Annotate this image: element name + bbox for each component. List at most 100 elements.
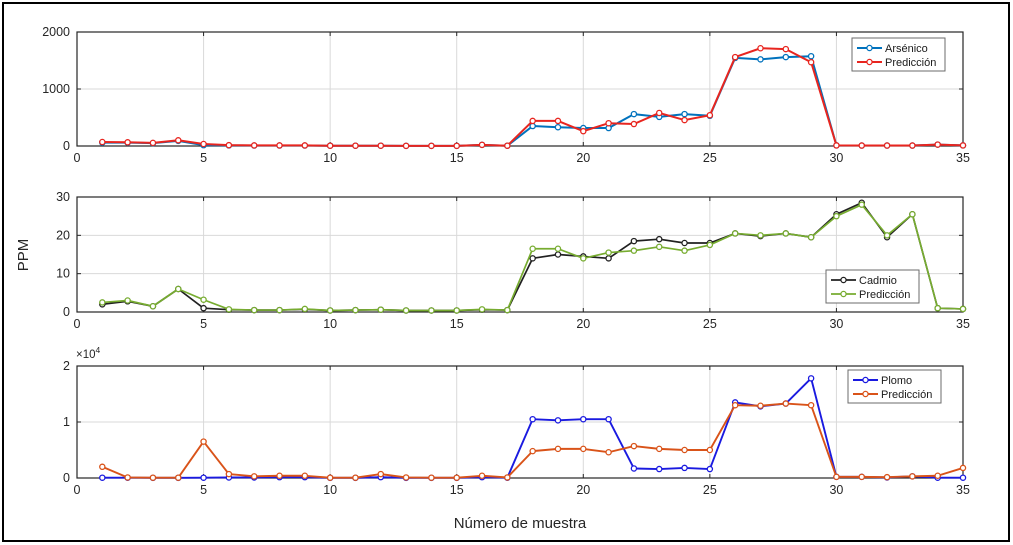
data-point-marker [681, 464, 688, 472]
data-point-marker [833, 473, 840, 481]
y-tick-label: 0 [63, 305, 70, 319]
data-point-marker [605, 249, 612, 256]
data-point-marker [731, 53, 739, 61]
data-point-marker [605, 255, 612, 262]
data-point-marker [909, 473, 916, 480]
y-tick-label: 0 [63, 471, 70, 485]
y-tick-label: 1000 [42, 82, 70, 96]
data-point-marker [580, 445, 587, 453]
data-point-marker [124, 139, 131, 146]
data-point-marker [731, 230, 739, 237]
x-tick-label: 30 [829, 317, 843, 331]
data-point-marker [706, 241, 714, 249]
data-point-marker [402, 142, 410, 150]
data-point-marker [934, 141, 941, 148]
y-tick-label: 10 [56, 267, 70, 281]
data-point-marker [655, 109, 663, 117]
data-point-marker [200, 438, 207, 445]
data-point-marker [529, 245, 536, 252]
data-point-marker [99, 474, 106, 481]
data-point-marker [504, 142, 511, 149]
data-point-marker [529, 255, 536, 262]
data-point-marker [149, 302, 157, 310]
data-point-marker [706, 465, 714, 473]
data-point-marker [757, 232, 764, 239]
data-point-marker [250, 142, 258, 149]
data-point-marker [352, 306, 359, 314]
data-point-marker [301, 305, 309, 313]
x-tick-label: 15 [450, 151, 464, 165]
data-point-marker [858, 201, 865, 208]
data-point-marker [630, 237, 638, 245]
data-point-marker [225, 306, 233, 313]
legend-label: Cadmio [859, 275, 897, 287]
data-point-marker [478, 306, 486, 313]
data-point-marker [731, 401, 739, 409]
data-point-marker [200, 304, 207, 312]
data-point-marker [959, 464, 967, 472]
data-point-marker [883, 142, 891, 149]
data-point-marker [250, 306, 258, 314]
legend-label: Plomo [881, 375, 912, 387]
data-point-marker [580, 127, 587, 135]
data-point-marker [833, 142, 840, 149]
series-line [102, 377, 963, 479]
data-point-marker [605, 119, 612, 127]
y-tick-label: 1 [63, 415, 70, 429]
data-point-marker [200, 140, 207, 148]
data-point-marker [149, 474, 157, 481]
data-point-marker [99, 299, 106, 306]
data-point-marker [276, 306, 283, 314]
data-point-marker [782, 400, 790, 407]
data-point-marker [554, 417, 562, 424]
data-point-marker [175, 474, 182, 481]
x-tick-label: 0 [74, 483, 81, 497]
data-point-marker [504, 306, 511, 314]
data-point-marker [757, 56, 764, 63]
data-point-marker [250, 473, 258, 480]
series-line [102, 47, 964, 147]
data-point-marker [757, 44, 764, 52]
data-point-marker [149, 139, 157, 147]
x-tick-label: 5 [200, 483, 207, 497]
x-tick-label: 5 [200, 317, 207, 331]
y-tick-label: 30 [56, 190, 70, 204]
x-tick-label: 0 [74, 151, 81, 165]
x-tick-label: 10 [323, 151, 337, 165]
data-point-marker [934, 472, 941, 480]
data-point-marker [681, 446, 688, 454]
x-tick-label: 20 [576, 317, 590, 331]
data-point-marker [225, 141, 233, 149]
data-point-marker [681, 247, 688, 254]
data-point-marker [782, 230, 790, 237]
legend-box [825, 269, 920, 304]
data-point-marker [504, 474, 511, 481]
data-point-marker [225, 470, 233, 478]
legend: Arsénico Predicción [851, 37, 946, 72]
x-tick-label: 35 [956, 483, 970, 497]
data-point-marker [858, 473, 865, 481]
legend-box [847, 369, 942, 404]
data-point-marker [554, 123, 562, 131]
legend-label: Predicción [885, 57, 936, 69]
legend-label: Predicción [859, 289, 910, 301]
y-axis-label: PPM [15, 239, 32, 272]
data-point-marker [453, 474, 460, 481]
data-point-marker [782, 45, 790, 53]
data-point-marker [428, 307, 435, 314]
legend-marker [840, 276, 847, 284]
data-point-marker [453, 142, 460, 150]
data-point-marker [554, 251, 562, 258]
data-point-marker [554, 445, 562, 453]
legend: Cadmio Predicción [825, 269, 920, 304]
data-point-marker [630, 465, 638, 472]
x-tick-label: 25 [703, 483, 717, 497]
x-tick-label: 10 [323, 317, 337, 331]
data-point-marker [326, 307, 334, 314]
data-point-marker [706, 446, 714, 454]
axes-box [76, 196, 964, 313]
x-tick-label: 35 [956, 151, 970, 165]
subplot-2: 0 5 10 15 20 25 30 35 0 10 20 30 Cadmio Predicción [56, 190, 970, 331]
x-tick-label: 25 [703, 317, 717, 331]
data-point-marker [807, 375, 815, 382]
